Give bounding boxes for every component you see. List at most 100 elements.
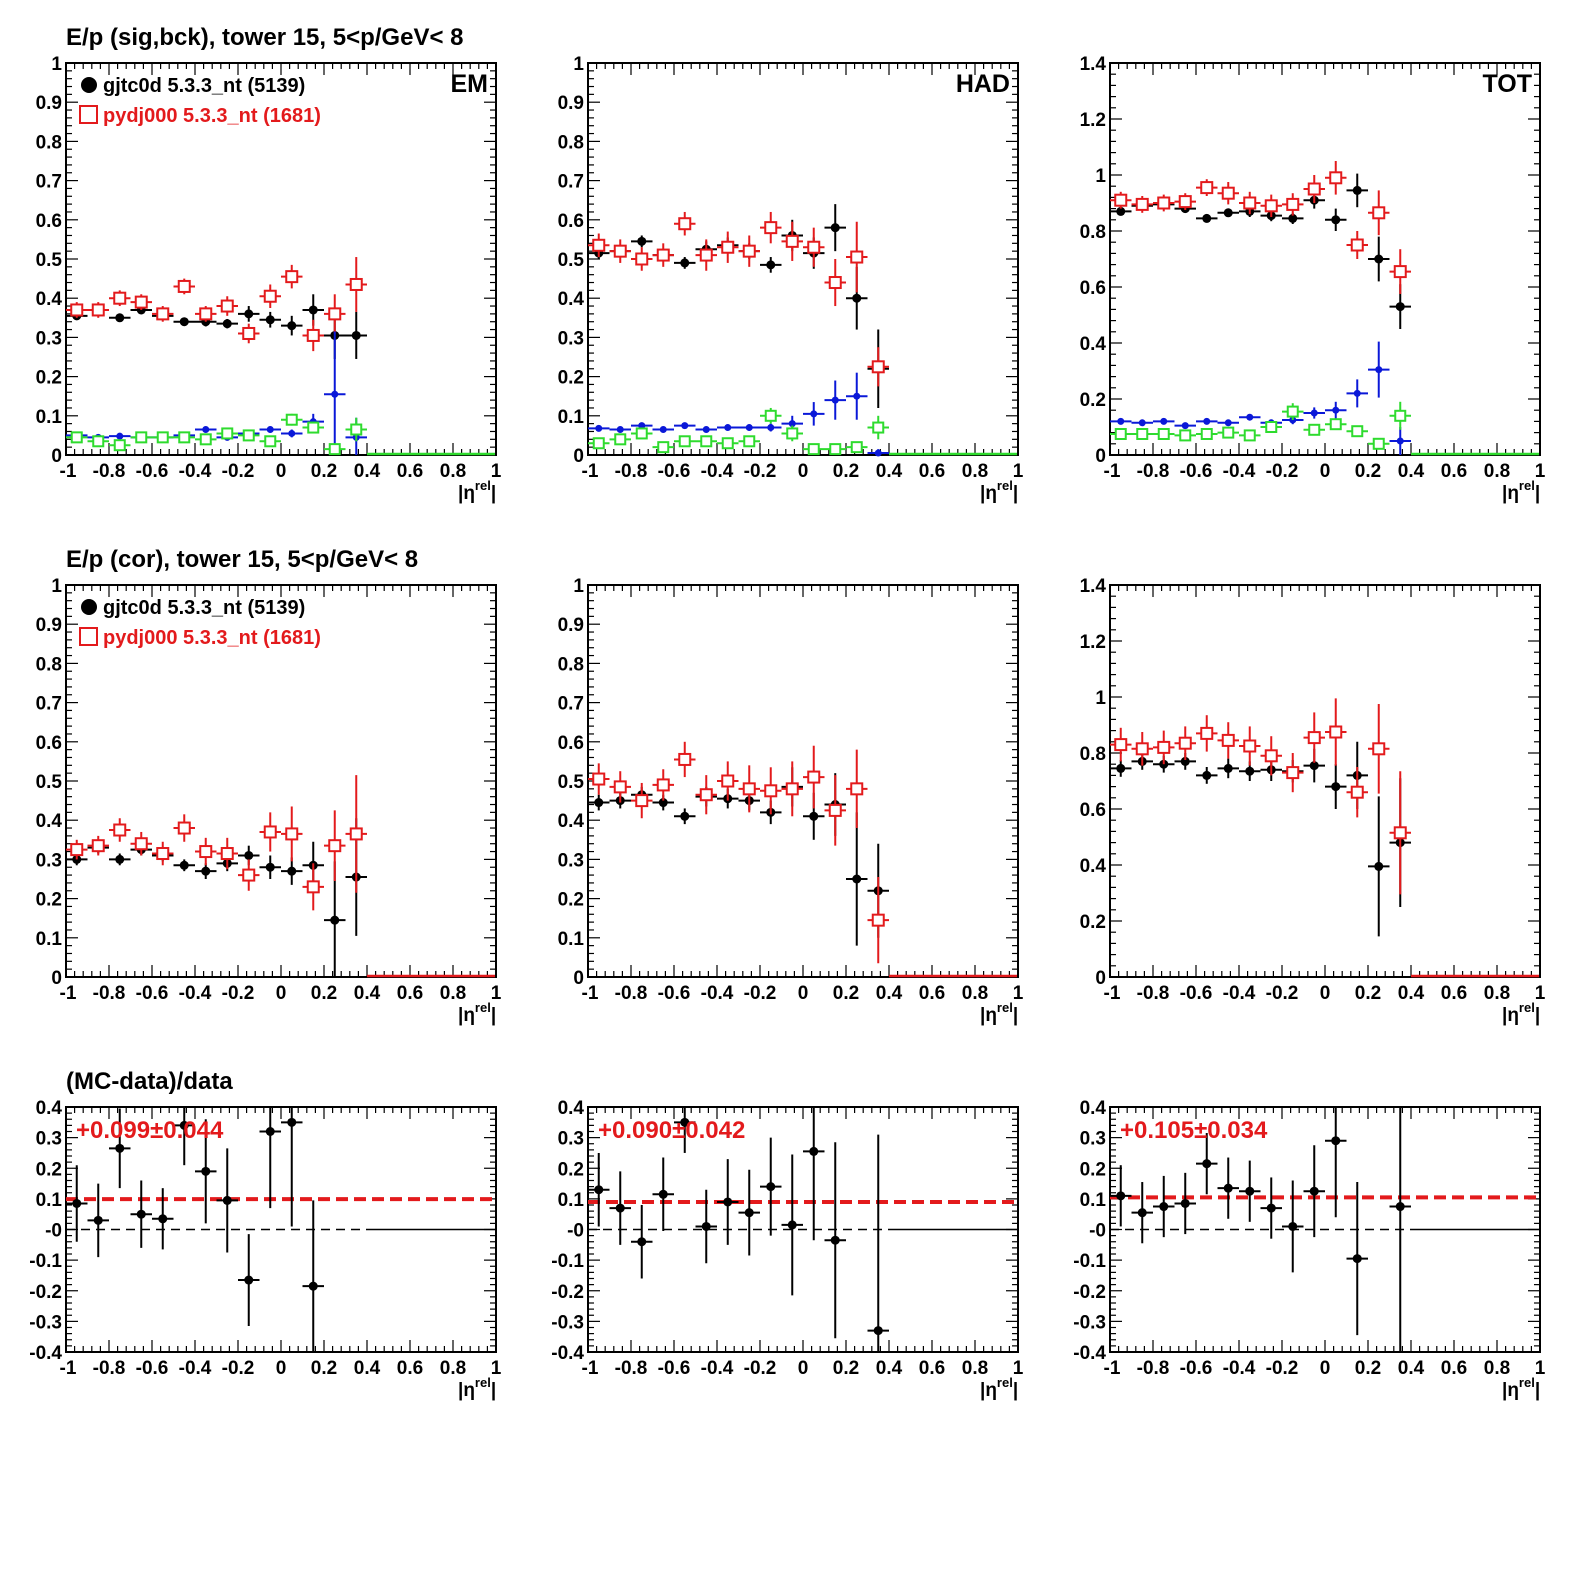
data-point: [1137, 1208, 1147, 1218]
x-axis-label: |ηrel|: [458, 1375, 496, 1401]
data-point: [1352, 1254, 1362, 1264]
data-point: [1179, 429, 1192, 442]
x-axis-label: |ηrel|: [980, 1000, 1018, 1026]
data-point: [1266, 1203, 1276, 1213]
y-tick-label: 0.2: [36, 368, 62, 389]
data-point: [220, 299, 234, 313]
x-tick-label: -1: [60, 461, 77, 482]
panel-label: HAD: [956, 70, 1010, 98]
x-tick-label: 0.6: [1441, 983, 1467, 1004]
data-point: [1222, 426, 1235, 439]
y-tick-label: 0.6: [558, 211, 584, 232]
data-point: [767, 424, 775, 432]
data-point: [201, 1166, 211, 1176]
data-point: [330, 915, 340, 925]
data-point: [1331, 1136, 1341, 1146]
data-point: [678, 752, 692, 766]
data-point: [744, 1208, 754, 1218]
x-tick-label: 0.8: [962, 983, 988, 1004]
y-tick-label: 0.2: [1080, 1159, 1106, 1180]
data-point: [853, 392, 861, 400]
series-1: [588, 741, 889, 964]
x-tick-label: -1: [582, 461, 599, 482]
y-tick-label: 0: [51, 968, 62, 989]
x-tick-label: -0.2: [222, 1358, 255, 1379]
data-point: [785, 782, 799, 796]
data-point: [616, 426, 624, 434]
data-point: [742, 244, 756, 258]
x-tick-label: -0.6: [1180, 983, 1213, 1004]
x-tick-label: 0.4: [876, 983, 903, 1004]
data-point: [807, 443, 820, 456]
y-tick-label: 0: [1095, 968, 1106, 989]
data-point: [594, 1185, 604, 1195]
y-tick-label: -0.4: [551, 1343, 584, 1364]
data-point: [592, 238, 606, 252]
data-point: [659, 426, 667, 434]
data-point: [764, 784, 778, 798]
data-point: [723, 1197, 733, 1207]
data-point: [852, 874, 862, 884]
data-point: [658, 1189, 668, 1199]
data-point: [678, 435, 691, 448]
x-tick-label: -0.8: [93, 1358, 126, 1379]
x-tick-label: 0: [276, 1358, 287, 1379]
x-tick-label: 0.4: [1398, 983, 1425, 1004]
data-point: [681, 422, 689, 430]
data-point: [1288, 1221, 1298, 1231]
y-tick-label: -0.1: [551, 1251, 584, 1272]
data-point: [613, 244, 627, 258]
data-point: [785, 234, 799, 248]
data-point: [1200, 181, 1214, 195]
x-tick-label: -0.4: [1223, 983, 1256, 1004]
data-point: [1375, 366, 1383, 374]
data-point: [306, 328, 320, 342]
data-point: [592, 437, 605, 450]
data-point: [613, 780, 627, 794]
y-tick-label: 0.4: [558, 1098, 585, 1119]
data-point: [177, 821, 191, 835]
data-point: [244, 309, 254, 319]
data-point: [285, 270, 299, 284]
data-point: [615, 1203, 625, 1213]
data-point: [699, 788, 713, 802]
panel-label: EM: [451, 70, 489, 98]
data-point: [658, 798, 668, 808]
x-tick-label: 0.2: [311, 461, 337, 482]
x-tick-label: 0.2: [833, 983, 859, 1004]
x-tick-label: 1: [1535, 983, 1546, 1004]
data-point: [742, 782, 756, 796]
legend-label-mc: pydj000 5.3.3_nt (1681): [103, 105, 321, 127]
x-axis-label: |ηrel|: [980, 478, 1018, 504]
data-point: [595, 424, 603, 432]
legend-marker-mc: [79, 105, 98, 124]
data-point: [1200, 428, 1213, 440]
data-point: [1157, 428, 1170, 440]
data-point: [638, 422, 646, 430]
data-point: [179, 1120, 189, 1130]
data-point: [199, 307, 213, 321]
x-axis-label: |ηrel|: [458, 1000, 496, 1026]
y-tick-label: 0.2: [1080, 912, 1106, 933]
y-tick-label: 0.6: [36, 733, 62, 754]
data-point: [1202, 213, 1212, 223]
y-tick-label: -0.4: [29, 1343, 62, 1364]
data-point: [828, 803, 842, 817]
y-tick-label: 0.8: [1080, 222, 1106, 243]
data-point: [70, 303, 84, 317]
x-tick-label: 0.8: [440, 983, 466, 1004]
y-tick-label: 0.3: [558, 1129, 584, 1150]
chart-panel-4: -1 -0.8 -0.6 -0.4 -0.2 0 0.2 0.4 0.6 0.8 1|ηrel|00…: [558, 576, 1024, 1026]
x-tick-label: -0.2: [1266, 983, 1299, 1004]
data-point: [1264, 199, 1278, 213]
data-point: [263, 825, 277, 839]
y-tick-label: 0.3: [558, 328, 584, 349]
chart-panel-1: -1 -0.8 -0.6 -0.4 -0.2 0 0.2 0.4 0.6 0.8 1|ηrel|00…: [558, 54, 1024, 504]
data-point: [1221, 733, 1235, 747]
data-point: [724, 424, 732, 432]
x-tick-label: -0.8: [615, 1358, 648, 1379]
x-axis-label: |ηrel|: [980, 1375, 1018, 1401]
x-tick-label: 0.2: [833, 461, 859, 482]
x-tick-label: 0: [1320, 461, 1331, 482]
data-point: [328, 839, 342, 853]
